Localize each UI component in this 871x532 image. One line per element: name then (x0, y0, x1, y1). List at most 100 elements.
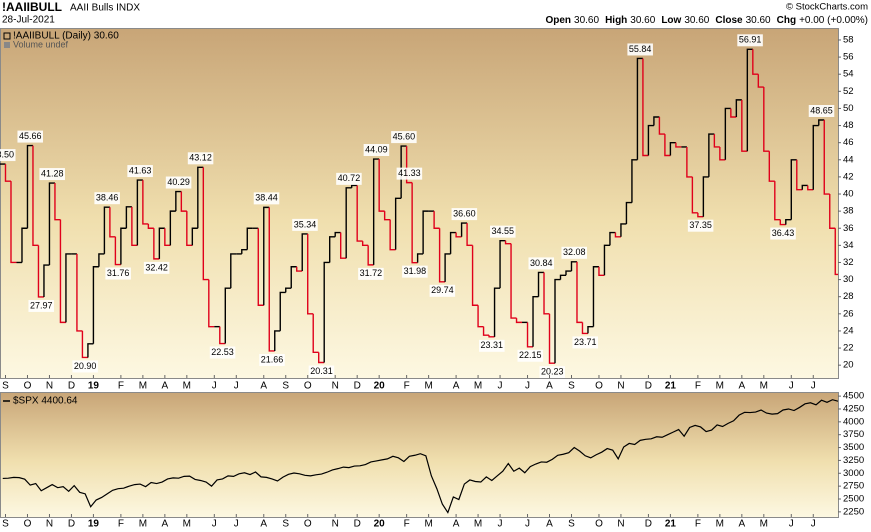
step-segment (625, 201, 632, 224)
value-label-text: 27.97 (30, 300, 53, 310)
step-segment (120, 227, 127, 265)
step-segment (125, 206, 132, 229)
y-tick-label: 4500 (843, 391, 864, 402)
step-segment (367, 245, 374, 266)
x-tick-label: 20 (374, 381, 386, 392)
step-segment (455, 232, 462, 238)
x-tick-label: M (424, 381, 432, 392)
x-tick-label: 20 (374, 519, 386, 530)
x-tick-label: F (118, 519, 124, 530)
symbol-name: AAII Bulls INDX (70, 3, 140, 14)
value-label-box (627, 43, 653, 56)
value-label: 56.91 (737, 34, 763, 47)
step-segment (433, 211, 440, 229)
value-label-box (259, 353, 285, 366)
value-label-text: 20.23 (541, 367, 564, 377)
step-segment (279, 291, 286, 331)
quote: Open 30.60 High 30.60 Low 30.60 Close 30.60 Chg +… (545, 15, 868, 26)
x-tick-label: M (474, 519, 482, 530)
price-panel (0, 28, 839, 379)
value-label-box (28, 299, 54, 312)
step-segment (581, 322, 588, 335)
step-segment (219, 326, 226, 345)
value-label-text: 36.43 (772, 228, 795, 238)
value-label-box (127, 165, 153, 178)
value-label: 55.84 (627, 43, 653, 56)
value-label-box (808, 104, 835, 117)
step-segment (532, 296, 539, 347)
value-label: 43.12 (187, 152, 214, 165)
x-tick-label: M (716, 381, 724, 392)
x-tick-label: S (568, 519, 575, 530)
x-tick-label: J (212, 519, 217, 530)
value-label-text: 37.35 (689, 220, 712, 230)
value-label: 45.66 (17, 130, 43, 143)
step-segment (713, 134, 720, 148)
value-label-text: 29.74 (431, 285, 454, 295)
x-tick-label: N (46, 519, 53, 530)
value-label-text: 34.55 (492, 226, 515, 236)
step-segment (779, 219, 786, 226)
axes: 20 22 24 26 28 30 32 34 36 38 40 42 44 46 48 50 52 54 56 58… (2, 34, 864, 529)
x-tick-label: F (118, 381, 124, 392)
value-label-text: 36.60 (453, 208, 476, 218)
x-tick-label: M (760, 381, 768, 392)
step-segment (32, 145, 39, 247)
step-segment (241, 248, 248, 254)
x-tick-label: F (404, 381, 410, 392)
value-label-box (687, 219, 714, 232)
step-segment (147, 223, 154, 229)
step-segment (422, 210, 429, 254)
step-segment (329, 236, 336, 263)
x-tick-label: 19 (88, 519, 100, 530)
step-segment (301, 233, 308, 272)
step-segment (26, 144, 33, 229)
x-tick-label: J (811, 381, 816, 392)
x-tick-label: A (260, 519, 267, 530)
step-segment (158, 227, 165, 259)
step-segment (570, 261, 577, 272)
value-label: 20.90 (72, 360, 98, 373)
x-tick-label: D (68, 381, 75, 392)
value-label-text: 23.71 (574, 337, 597, 347)
step-segment (471, 245, 479, 306)
value-label-box (429, 284, 456, 297)
x-tick-label: A (162, 381, 169, 392)
step-segment (98, 253, 105, 267)
value-label-box (479, 339, 505, 352)
step-segment (87, 343, 94, 358)
y-tick-label: 52 (843, 86, 854, 97)
step-segment (603, 244, 610, 276)
step-segment (834, 228, 838, 276)
step-segment (21, 227, 28, 263)
step-segment (631, 159, 638, 203)
y-tick-label: 4000 (843, 416, 864, 427)
x-tick-label: D (354, 519, 361, 530)
y-tick-label: 3750 (843, 429, 864, 440)
value-label: 31.98 (402, 265, 428, 278)
step-segment (741, 99, 748, 152)
x-tick-label: J (789, 519, 794, 530)
x-tick-label: F (695, 519, 701, 530)
value-label-box (528, 257, 555, 270)
y-tick-label: 2250 (843, 506, 864, 517)
quote-label: Chg (777, 15, 796, 26)
step-segment (131, 206, 138, 247)
step-segment (543, 272, 550, 315)
step-segment (708, 133, 715, 177)
step-segment (186, 211, 193, 247)
step-segment (504, 240, 512, 245)
value-label-text: 48.65 (810, 105, 833, 115)
value-label-text: 45.60 (393, 131, 416, 141)
step-segment (823, 119, 830, 195)
value-label: 31.72 (358, 267, 384, 280)
value-label-text: 22.15 (519, 350, 542, 360)
symbol: !AAIIBULL (2, 0, 62, 14)
x-tick-label: N (46, 381, 53, 392)
step-segment (400, 145, 407, 199)
y-tick-label: 48 (843, 120, 854, 131)
step-segment (620, 223, 627, 237)
value-label: 45.60 (391, 131, 417, 144)
quote-label: High (605, 15, 627, 26)
step-segment (642, 58, 649, 157)
